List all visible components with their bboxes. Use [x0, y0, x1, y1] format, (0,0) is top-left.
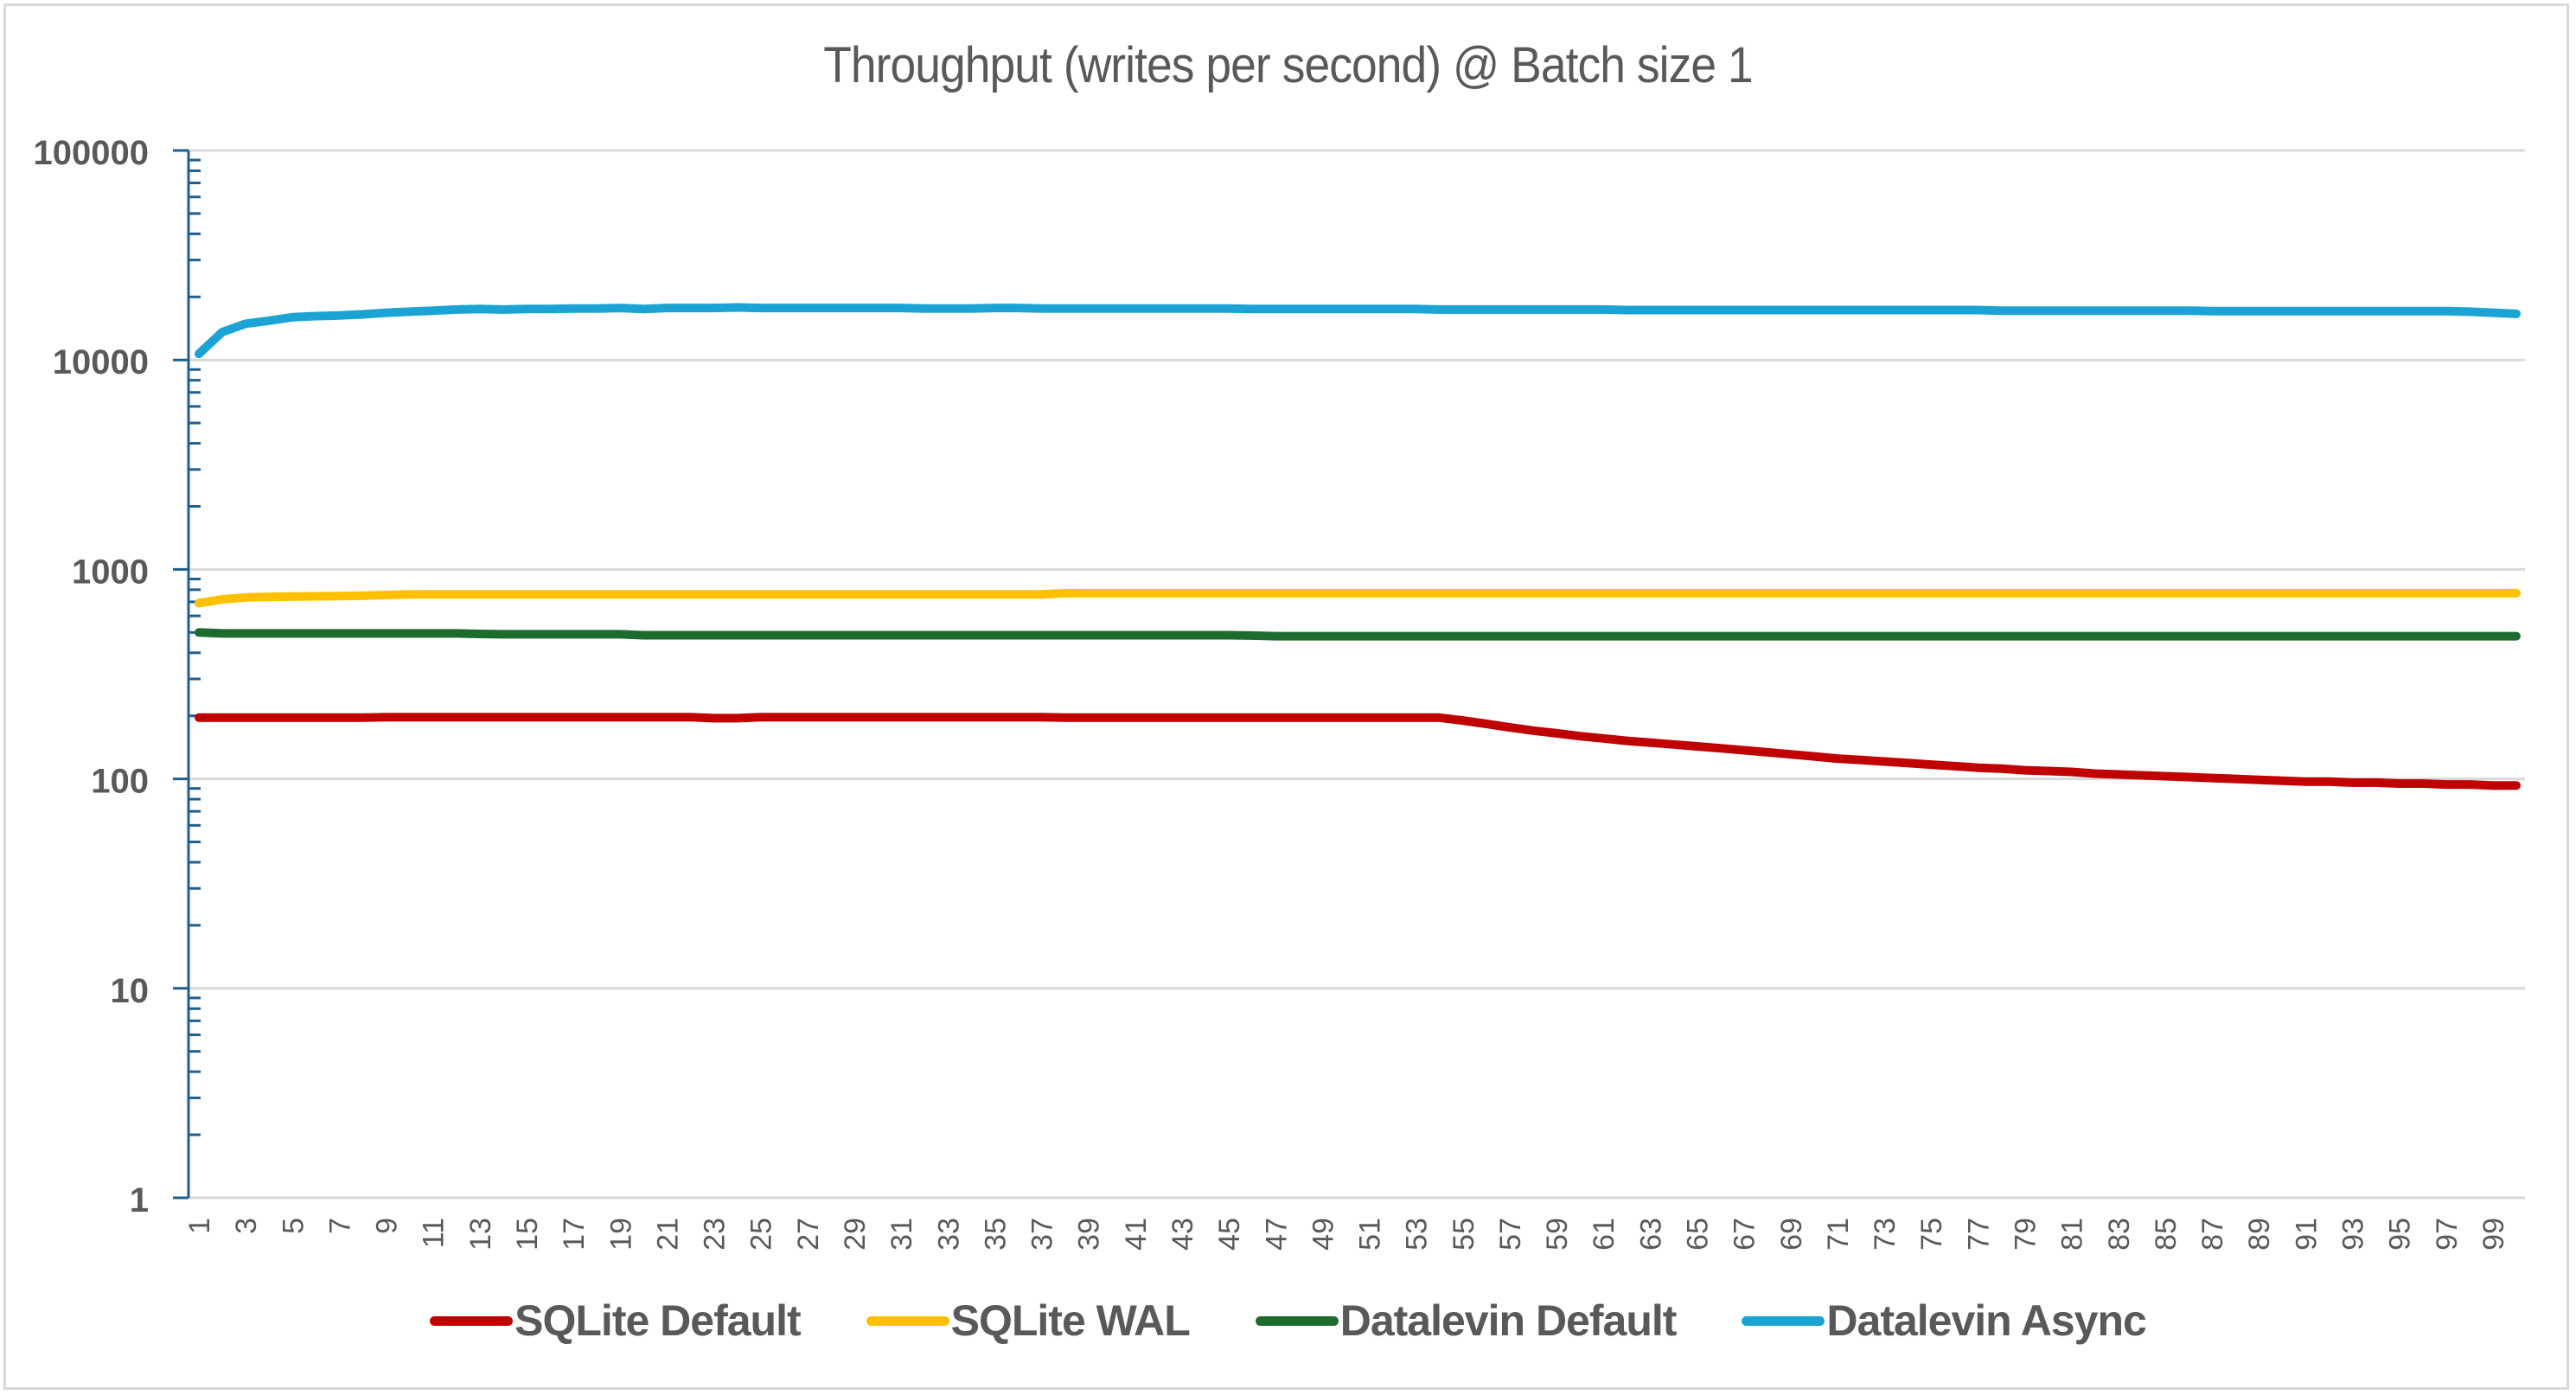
chart-title: Throughput (writes per second) @ Batch s…: [823, 37, 1753, 93]
legend-item-datalevin-default[interactable]: Datalevin Default: [1255, 1296, 1678, 1346]
x-tick-label: 79: [2010, 1218, 2042, 1251]
x-tick-label: 5: [277, 1218, 310, 1234]
series-line-sqlite-default: [195, 713, 2521, 790]
x-tick-label: 23: [699, 1218, 732, 1251]
x-tick-label: 47: [1260, 1218, 1293, 1251]
y-tick-label: 100: [91, 763, 149, 801]
x-tick-label: 31: [885, 1218, 918, 1251]
x-tick-label: 29: [839, 1218, 872, 1251]
x-tick-label: 85: [2150, 1218, 2183, 1251]
legend-swatch-yellow: [866, 1315, 949, 1326]
x-tick-label: 99: [2477, 1218, 2510, 1251]
legend-label: SQLite WAL: [950, 1296, 1191, 1345]
x-tick-label: 27: [792, 1218, 825, 1251]
x-tick-label: 39: [1073, 1218, 1106, 1251]
chart-frame: [3, 3, 2569, 1390]
x-tick-label: 81: [2056, 1218, 2089, 1251]
x-tick-label: 11: [418, 1218, 451, 1248]
x-tick-label: 7: [323, 1218, 356, 1234]
x-tick-label: 51: [1354, 1218, 1387, 1251]
x-tick-label: 61: [1588, 1218, 1620, 1251]
x-tick-label: 37: [1026, 1218, 1059, 1251]
x-tick-label: 59: [1541, 1218, 1574, 1251]
x-tick-label: 57: [1494, 1218, 1527, 1251]
x-tick-label: 21: [651, 1218, 684, 1251]
y-tick-label: 100000: [34, 134, 149, 172]
legend-swatch-green: [1255, 1315, 1339, 1326]
x-tick-label: 33: [932, 1218, 965, 1251]
x-tick-label: 67: [1729, 1218, 1761, 1251]
x-tick-label: 63: [1634, 1218, 1667, 1251]
legend-item-datalevin-async[interactable]: Datalevin Async: [1742, 1296, 2147, 1346]
x-tick-label: 97: [2431, 1218, 2464, 1251]
y-tick-label: 1: [130, 1181, 149, 1219]
legend-swatch-red: [430, 1315, 514, 1326]
x-tick-label: 19: [604, 1218, 637, 1251]
x-tick-label: 43: [1167, 1218, 1199, 1251]
x-tick-label: 3: [230, 1218, 263, 1234]
y-tick-label: 1000: [72, 553, 149, 591]
x-tick-label: 1: [183, 1218, 216, 1234]
series-line-sqlite-wal: [195, 588, 2521, 608]
y-tick-label: 10000: [53, 343, 149, 381]
x-tick-label: 35: [979, 1218, 1012, 1251]
x-tick-label: 71: [1822, 1218, 1855, 1251]
legend: SQLite Default SQLite WAL Datalevin Defa…: [0, 1296, 2576, 1346]
x-tick-label: 77: [1962, 1218, 1995, 1251]
x-tick-label: 41: [1120, 1218, 1153, 1251]
x-tick-label: 75: [1915, 1218, 1948, 1251]
x-tick-label: 87: [2196, 1218, 2229, 1251]
x-tick-label: 45: [1213, 1218, 1246, 1251]
x-tick-label: 17: [558, 1218, 591, 1251]
y-tick-label: 10: [111, 972, 150, 1010]
x-tick-label: 49: [1307, 1218, 1339, 1251]
x-tick-label: 73: [1869, 1218, 1902, 1251]
legend-swatch-blue: [1742, 1315, 1825, 1326]
x-tick-label: 15: [511, 1218, 544, 1251]
series-line-datalevin-async: [195, 303, 2521, 359]
x-tick-label: 13: [464, 1218, 497, 1251]
x-tick-label: 83: [2103, 1218, 2136, 1251]
legend-label: Datalevin Default: [1339, 1296, 1678, 1345]
x-tick-label: 95: [2384, 1218, 2417, 1251]
x-tick-label: 25: [745, 1218, 778, 1251]
x-tick-label: 91: [2290, 1218, 2323, 1251]
x-tick-label: 53: [1401, 1218, 1434, 1251]
series-line-datalevin-default: [195, 628, 2521, 641]
legend-label: Datalevin Async: [1826, 1296, 2146, 1345]
x-tick-label: 55: [1448, 1218, 1480, 1251]
x-tick-label: 9: [371, 1218, 404, 1234]
legend-label: SQLite Default: [515, 1296, 801, 1345]
x-tick-label: 89: [2243, 1218, 2276, 1251]
x-tick-label: 69: [1775, 1218, 1808, 1251]
x-tick-label: 93: [2337, 1218, 2370, 1251]
x-tick-label: 65: [1682, 1218, 1715, 1251]
legend-item-sqlite-default[interactable]: SQLite Default: [430, 1296, 802, 1346]
legend-item-sqlite-wal[interactable]: SQLite WAL: [866, 1296, 1191, 1346]
